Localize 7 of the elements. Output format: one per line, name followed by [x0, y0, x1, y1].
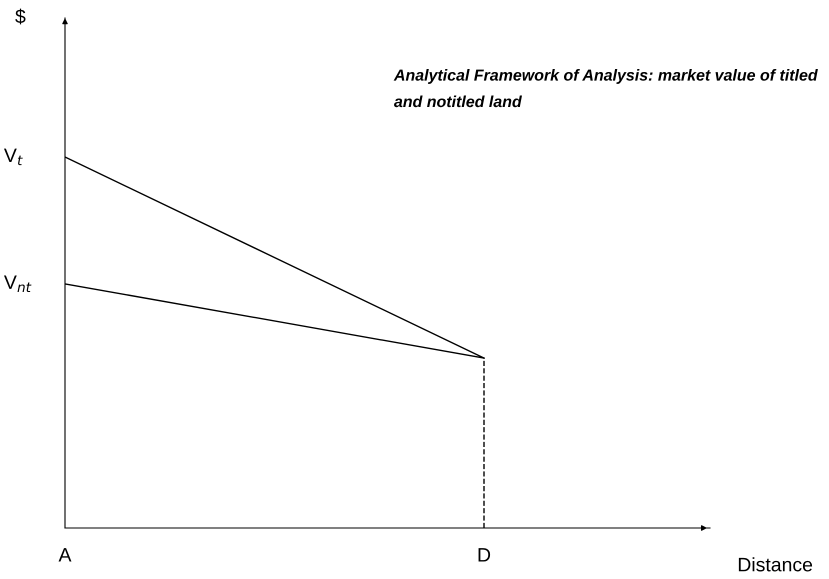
x-tick-label: A	[58, 548, 72, 562]
text: $	[15, 8, 26, 24]
chart-title: Analytical Framework of Analysis: market value of titled and notitled land	[394, 69, 818, 108]
text: V$_{nt}$	[4, 275, 32, 292]
x-axis-title: Distance	[738, 557, 812, 572]
text: V$_{t}$	[4, 148, 23, 166]
x-tick-label: D	[478, 548, 490, 562]
